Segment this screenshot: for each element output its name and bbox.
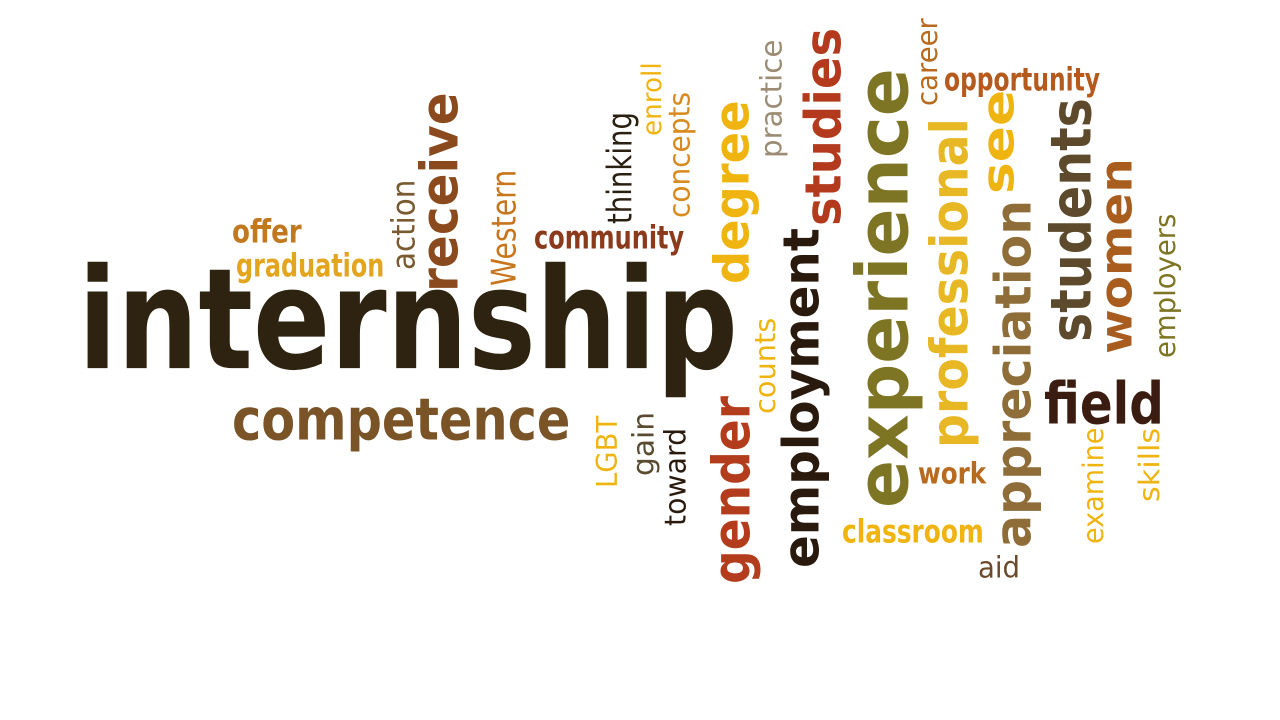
word-practice: practice	[755, 39, 789, 158]
word-field: field	[1044, 370, 1164, 438]
word-career: career	[911, 18, 944, 106]
word-internship: internship	[78, 238, 738, 402]
word-western: Western	[485, 169, 524, 286]
word-action: action	[385, 179, 422, 270]
word-employment: employment	[773, 228, 831, 568]
word-studies: studies	[795, 27, 853, 226]
word-gain: gain	[627, 411, 661, 476]
word-appreciation: appreciation	[985, 199, 1043, 548]
word-employers: employers	[1149, 213, 1182, 358]
word-offer: offer	[232, 213, 302, 250]
word-counts: counts	[749, 317, 782, 414]
word-see: see	[972, 89, 1024, 194]
word-examine: examine	[1077, 427, 1110, 544]
word-women: women	[1090, 158, 1142, 354]
word-community: community	[534, 219, 685, 256]
word-work: work	[918, 457, 987, 491]
word-thinking: thinking	[601, 112, 640, 224]
word-skills: skills	[1133, 427, 1166, 502]
word-degree: degree	[703, 100, 760, 284]
word-aid: aid	[978, 551, 1021, 585]
word-toward: toward	[659, 427, 693, 526]
word-opportunity: opportunity	[944, 61, 1101, 98]
word-gender: gender	[701, 395, 762, 584]
word-graduation: graduation	[236, 247, 385, 284]
word-professional: professional	[919, 118, 980, 448]
word-classroom: classroom	[842, 513, 984, 550]
word-competence: competence	[232, 386, 571, 454]
word-concepts: concepts	[663, 91, 697, 218]
word-experience: experience	[841, 68, 925, 509]
word-lgbt: LGBT	[591, 415, 624, 488]
